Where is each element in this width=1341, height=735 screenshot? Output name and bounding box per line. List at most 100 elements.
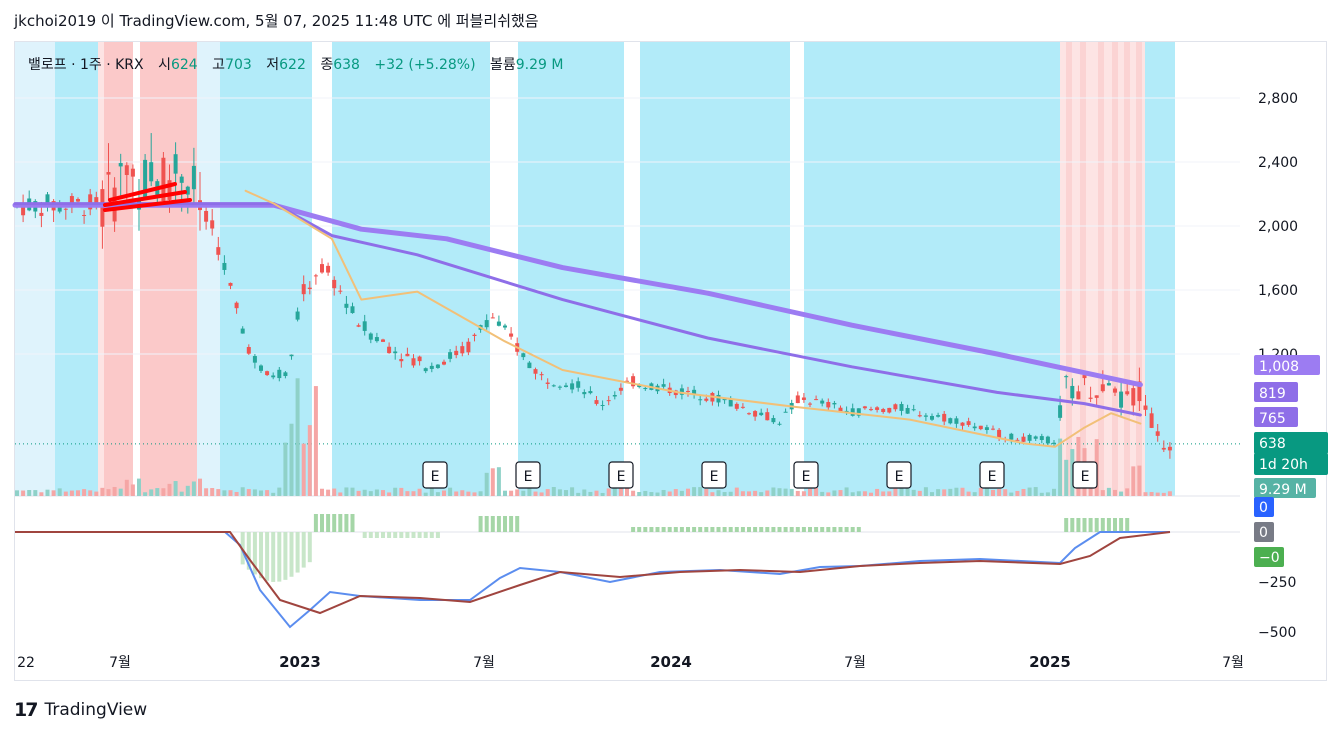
candle-body	[179, 176, 184, 183]
session-band	[1112, 42, 1118, 496]
macd-histogram-bar	[704, 527, 709, 532]
candle-body	[826, 402, 831, 408]
chart-legend: 밸로프 · 1주 · KRX 시624 고703 저622 종638 +32 (…	[28, 54, 563, 74]
macd-histogram-bar	[374, 532, 379, 538]
candle-body	[862, 406, 867, 409]
volume-bar	[362, 489, 367, 496]
macd-histogram-bar	[814, 527, 819, 532]
volume-bar	[905, 487, 910, 496]
macd-tick-label: −250	[1258, 575, 1296, 591]
chart-frame[interactable]	[14, 41, 1327, 681]
ma_long-line	[12, 202, 1143, 388]
earnings-marker[interactable]	[979, 461, 1005, 489]
earnings-marker[interactable]	[1072, 461, 1098, 489]
price-tag-label: 638	[1259, 436, 1286, 452]
macd-histogram-bar	[765, 527, 770, 532]
volume-bar	[704, 489, 709, 496]
volume-bar	[234, 491, 239, 496]
volume-bar	[338, 492, 343, 496]
volume-bar	[69, 490, 74, 496]
volume-bar	[130, 484, 135, 496]
volume-bar	[618, 487, 623, 496]
volume-bar	[844, 487, 849, 496]
volume-bar	[94, 491, 99, 496]
candle-body	[356, 325, 361, 327]
volume-bar	[1027, 487, 1032, 496]
earnings-marker[interactable]	[608, 461, 634, 489]
macd-histogram-bar	[484, 516, 489, 532]
earnings-marker[interactable]	[515, 461, 541, 489]
volume-bar	[88, 490, 93, 496]
volume-bar	[216, 489, 221, 496]
session-band	[1066, 42, 1072, 496]
candle-body	[143, 159, 148, 200]
tradingview-footer[interactable]: 17 TradingView	[14, 699, 147, 721]
macd-histogram-bar	[496, 516, 501, 532]
candle-body	[838, 407, 843, 412]
macd-histogram-bar	[387, 532, 392, 538]
volume-bar	[478, 491, 483, 496]
macd-histogram-bar	[405, 532, 410, 538]
volume-bar	[1131, 466, 1136, 496]
legend-symbol[interactable]: 밸로프 · 1주 · KRX	[28, 57, 144, 73]
macd-histogram-bar	[1082, 518, 1087, 532]
candle-body	[191, 165, 196, 190]
volume-bar	[1033, 487, 1038, 496]
macd-histogram-bar	[698, 527, 703, 532]
volume-bar	[984, 487, 989, 496]
candle-body	[277, 369, 282, 379]
volume-bar	[722, 492, 727, 496]
session-band	[1136, 42, 1142, 496]
legend-volume-value: 9.29 M	[515, 57, 564, 73]
macd-histogram-bar	[1113, 518, 1117, 532]
signal-line	[108, 182, 177, 202]
volume-bar	[1058, 438, 1063, 496]
candle-body	[88, 194, 93, 210]
volume-bar	[1052, 488, 1056, 496]
price-tag	[1254, 432, 1328, 454]
candle-body	[1113, 388, 1117, 393]
volume-bar	[466, 491, 471, 496]
candle-body	[930, 415, 934, 420]
candle-body	[1167, 446, 1172, 451]
volume-bar	[838, 490, 843, 496]
session-band	[197, 42, 220, 496]
price-tag-label: 1d 20h	[1259, 457, 1308, 473]
earnings-marker[interactable]	[422, 461, 448, 489]
volume-bar	[539, 492, 544, 496]
volume-bar	[783, 488, 788, 496]
candle-body	[307, 287, 312, 290]
macd-histogram-bar	[338, 514, 343, 532]
candle-body	[344, 303, 349, 308]
volume-bar	[39, 492, 44, 496]
volume-bar	[631, 490, 636, 496]
volume-bar	[222, 490, 227, 496]
volume-bar	[1003, 489, 1008, 496]
price-tag-label: 1,008	[1259, 359, 1299, 375]
candle-body	[1155, 431, 1160, 436]
candle-body	[557, 386, 562, 388]
candle-body	[856, 408, 861, 416]
session-band	[98, 42, 104, 496]
macd-histogram-bar	[649, 527, 654, 532]
earnings-marker[interactable]	[701, 461, 727, 489]
candle-body	[1064, 376, 1069, 378]
macd-histogram-bar	[808, 527, 812, 532]
candle-body	[704, 398, 709, 401]
volume-bar	[21, 490, 26, 496]
signal-line	[103, 198, 192, 212]
macd-histogram-bar	[728, 527, 733, 532]
macd-histogram-bar	[350, 514, 355, 532]
earnings-marker[interactable]	[793, 461, 819, 489]
volume-bar	[320, 488, 324, 496]
volume-bar	[265, 490, 270, 496]
volume-bar	[503, 490, 507, 496]
candle-body	[582, 392, 587, 395]
macd-histogram-bar	[503, 516, 507, 532]
volume-bar	[521, 490, 526, 496]
macd-histogram-bar	[326, 514, 331, 532]
earnings-marker-label: E	[710, 469, 719, 485]
candle-body	[265, 371, 270, 376]
earnings-marker[interactable]	[886, 461, 912, 489]
